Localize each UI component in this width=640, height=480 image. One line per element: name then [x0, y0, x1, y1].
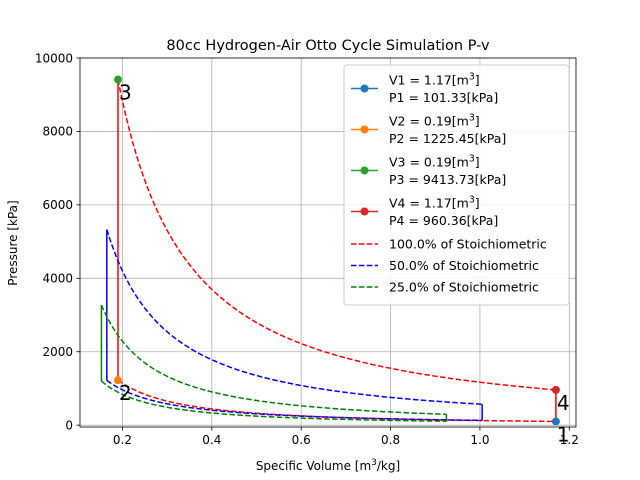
legend-label: V1 = 1.17[m3]: [389, 71, 480, 88]
compression-curve: [100, 380, 447, 422]
legend-label: V4 = 1.17[m3]: [389, 194, 480, 211]
legend-entry: V2 = 0.19[m3] P2 = 1225.45[kPa]: [351, 112, 506, 146]
legend-label: 100.0% of Stoichiometric: [389, 237, 547, 252]
x-axis-ticks: 0.2 0.4 0.6 0.8 1.0 1.2: [113, 427, 579, 447]
state-point-marker: [551, 417, 560, 426]
y-tick-label: 0: [65, 418, 73, 432]
legend-marker-swatch: [360, 84, 369, 93]
legend-marker-swatch: [360, 166, 369, 175]
y-tick-label: 6000: [42, 198, 73, 212]
plot-frame: [79, 57, 577, 428]
expansion-curve: [106, 229, 483, 405]
legend-entry: 50.0% of Stoichiometric: [351, 258, 539, 273]
state-point-marker: [551, 385, 560, 394]
y-axis-label: Pressure [kPa]: [6, 200, 20, 285]
legend-label-second-line: P2 = 1225.45[kPa]: [389, 131, 506, 146]
series-layer: [100, 79, 557, 423]
legend-entry: 100.0% of Stoichiometric: [351, 237, 547, 252]
legend-label-second-line: P4 = 960.36[kPa]: [389, 213, 498, 228]
y-tick-label: 10000: [35, 51, 73, 65]
legend: V1 = 1.17[m3] P1 = 101.33[kPa] V2 = 0.19[m…: [343, 64, 570, 306]
expansion-curve: [100, 304, 447, 416]
legend-label-second-line: P1 = 101.33[kPa]: [389, 90, 498, 105]
compression-curve: [106, 379, 483, 422]
x-tick-label: 0.2: [113, 433, 132, 447]
x-tick-label: 1.0: [470, 433, 489, 447]
legend-marker-swatch: [360, 125, 369, 134]
state-point-label: 1: [557, 422, 570, 446]
legend-label: V3 = 0.19[m3]: [389, 153, 480, 170]
state-point-label: 2: [119, 381, 132, 405]
compression-curve: [117, 379, 556, 423]
state-point-marker: [113, 376, 122, 385]
legend-marker-swatch: [360, 207, 369, 216]
state-point-marker: [113, 75, 122, 84]
legend-entry: V4 = 1.17[m3] P4 = 960.36[kPa]: [351, 194, 498, 228]
x-tick-label: 0.6: [292, 433, 311, 447]
y-tick-label: 4000: [42, 272, 73, 286]
x-tick-label: 0.4: [202, 433, 221, 447]
x-tick-label: 1.2: [560, 433, 579, 447]
chart-title: 80cc Hydrogen-Air Otto Cycle Simulation …: [166, 38, 490, 54]
legend-box: [343, 64, 570, 306]
state-point-label: 4: [557, 391, 570, 415]
state-point-label: 3: [119, 81, 132, 105]
legend-label: V2 = 0.19[m3]: [389, 112, 480, 129]
legend-label: 50.0% of Stoichiometric: [389, 258, 539, 273]
x-axis-label: Specific Volume [m3/kg]: [256, 458, 400, 473]
x-axis-label-text: Specific Volume [m3/kg]: [256, 458, 400, 473]
legend-entry: V1 = 1.17[m3] P1 = 101.33[kPa]: [351, 71, 498, 105]
y-axis-ticks: 0 2000 4000 6000 8000 10000: [35, 51, 80, 432]
legend-label-second-line: P3 = 9413.73[kPa]: [389, 172, 506, 187]
legend-label: 25.0% of Stoichiometric: [389, 280, 539, 295]
x-tick-label: 0.8: [381, 433, 400, 447]
expansion-curve: [117, 79, 556, 391]
legend-entry: 25.0% of Stoichiometric: [351, 280, 539, 295]
y-tick-label: 2000: [42, 345, 73, 359]
y-tick-label: 8000: [42, 125, 73, 139]
state-points-layer: 1 2 3 4: [113, 75, 570, 446]
legend-entry: V3 = 0.19[m3] P3 = 9413.73[kPa]: [351, 153, 506, 187]
